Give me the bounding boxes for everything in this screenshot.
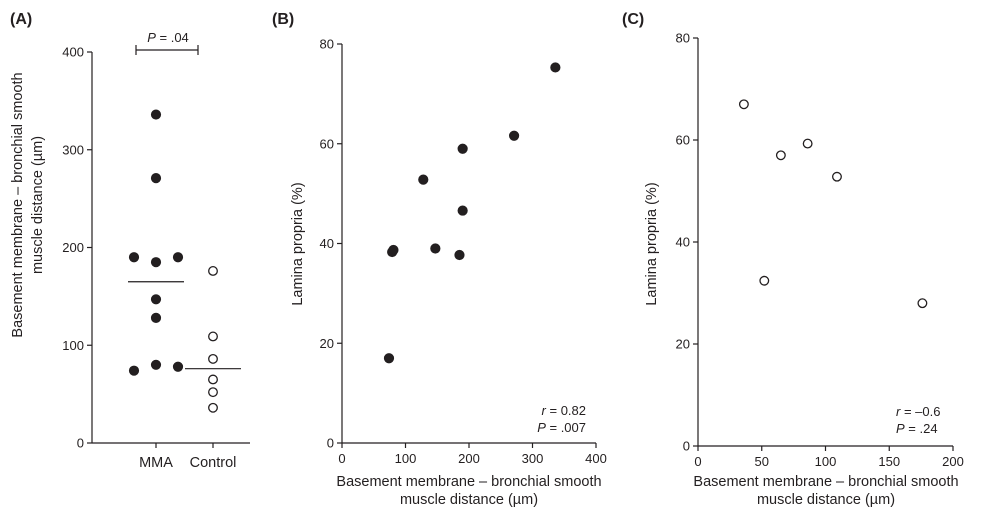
panel-b-r-annotation: r = 0.82 xyxy=(542,403,586,418)
panel-a-point-mma-3 xyxy=(172,252,184,263)
panel-a-points xyxy=(128,109,218,413)
panel-c-p-label: P xyxy=(896,421,905,436)
panel-c-x-ticks: 0 50 100 150 200 xyxy=(694,446,964,469)
panel-c-x-tick-label-0: 0 xyxy=(694,454,701,469)
panel-c-point-3 xyxy=(802,138,813,149)
panel-b-r-value: = 0.82 xyxy=(546,403,586,418)
panel-c-x-tick-label-4: 200 xyxy=(942,454,964,469)
panel-b-point-9 xyxy=(550,62,561,73)
panel-c-y-title: Lamina propria (%) xyxy=(644,182,660,305)
panel-c-r-annotation: r = –0.6 xyxy=(896,404,940,419)
panel-b-x-title-line2: muscle distance (µm) xyxy=(400,492,538,508)
panel-b-point-8 xyxy=(508,130,520,141)
panel-c-point-4 xyxy=(832,171,842,182)
panel-c-y-tick-label-4: 80 xyxy=(676,31,690,46)
panel-b-points xyxy=(383,62,561,364)
panel-b-p-value: = .007 xyxy=(546,420,586,435)
panel-c-point-2 xyxy=(775,150,786,161)
panel-c-r-value: = –0.6 xyxy=(900,404,940,419)
panel-a-y-tick-label-1: 100 xyxy=(62,338,84,353)
panel-a-y-tick-label-3: 300 xyxy=(62,142,84,157)
panel-a-y-tick-label-0: 0 xyxy=(77,436,84,451)
panel-a-point-mma-5 xyxy=(150,294,162,305)
panel-b-x-tick-label-0: 0 xyxy=(338,451,345,466)
panel-b-x-tick-label-1: 100 xyxy=(395,451,417,466)
panel-c: (C) 0 20 40 60 80 0 50 100 150 200 Lamina propri… xyxy=(622,11,964,508)
panel-b-y-title: Lamina propria (%) xyxy=(290,182,306,305)
panel-c-x-title-line2: muscle distance (µm) xyxy=(757,492,895,508)
panel-a-point-control-0 xyxy=(208,266,218,276)
panel-a-point-mma-1 xyxy=(150,172,162,184)
panel-b-p-label: P xyxy=(537,420,546,435)
panel-b-r-label: r xyxy=(542,403,547,418)
panel-a-significance: P = .04 xyxy=(135,30,199,55)
panel-a-point-control-3 xyxy=(208,374,218,385)
panel-b-x-tick-label-4: 400 xyxy=(585,451,607,466)
panel-c-x-tick-label-3: 150 xyxy=(878,454,900,469)
panel-b-x-ticks: 0 100 200 300 400 xyxy=(338,443,607,466)
panel-b-point-6 xyxy=(457,143,468,154)
panel-a-p-annotation: P = .04 xyxy=(147,30,189,45)
panel-b-label: (B) xyxy=(272,11,294,28)
panel-c-point-5 xyxy=(917,298,928,309)
panel-b-point-3 xyxy=(418,174,429,185)
panel-a: (A) 0 100 200 300 400 MMA Control Basement me… xyxy=(10,11,250,471)
panel-b-y-tick-label-0: 0 xyxy=(327,436,334,451)
panel-c-point-1 xyxy=(759,275,770,286)
panel-a-point-control-2 xyxy=(208,353,218,364)
panel-b-point-4 xyxy=(430,243,441,254)
panel-a-y-tick-label-2: 200 xyxy=(62,240,84,255)
panel-a-y-ticks: 0 100 200 300 400 xyxy=(62,45,92,451)
panel-a-label: (A) xyxy=(10,11,32,28)
panel-c-p-value: = .24 xyxy=(905,421,938,436)
panel-a-point-control-5 xyxy=(208,402,218,413)
panel-c-y-tick-label-1: 20 xyxy=(676,337,690,352)
panel-b-point-5 xyxy=(454,249,465,261)
panel-a-point-control-1 xyxy=(208,331,218,342)
panel-b-p-annotation: P = .007 xyxy=(537,420,586,435)
panel-c-x-tick-label-2: 100 xyxy=(815,454,837,469)
panel-a-point-mma-2 xyxy=(128,252,140,263)
panel-b-x-tick-label-3: 300 xyxy=(522,451,544,466)
panel-c-point-0 xyxy=(738,99,749,110)
panel-c-points xyxy=(738,99,928,309)
panel-a-p-label: P xyxy=(147,30,156,45)
panel-b-x-tick-label-2: 200 xyxy=(458,451,480,466)
panel-a-p-value: = .04 xyxy=(156,30,189,45)
panel-c-label: (C) xyxy=(622,11,644,28)
panel-a-point-mma-9 xyxy=(128,365,140,376)
panel-c-p-annotation: P = .24 xyxy=(896,421,938,436)
panel-a-point-mma-6 xyxy=(150,312,162,323)
panel-c-x-title-line1: Basement membrane – bronchial smooth xyxy=(693,474,958,490)
panel-b-y-tick-label-3: 60 xyxy=(320,136,334,151)
panel-a-x-categories: MMA Control xyxy=(139,443,236,471)
panel-c-r-label: r xyxy=(896,404,901,419)
panel-a-y-tick-label-4: 400 xyxy=(62,45,84,60)
panel-a-point-mma-8 xyxy=(172,361,184,372)
panel-a-point-mma-0 xyxy=(150,109,162,120)
panel-a-category-label-1: Control xyxy=(190,455,237,471)
panel-a-medians xyxy=(128,281,241,370)
panel-b-y-tick-label-2: 40 xyxy=(320,236,334,251)
panel-b-y-ticks: 0 20 40 60 80 xyxy=(320,37,342,451)
panel-b-x-title-line1: Basement membrane – bronchial smooth xyxy=(336,474,601,490)
panel-b: (B) 0 20 40 60 80 0 100 200 300 400 Lamina propr… xyxy=(272,11,607,508)
panel-c-y-tick-label-2: 40 xyxy=(676,235,690,250)
panel-b-y-tick-label-4: 80 xyxy=(320,37,334,52)
panel-a-point-mma-7 xyxy=(150,359,162,370)
panel-a-y-title-line2: muscle distance (µm) xyxy=(30,136,46,274)
panel-c-y-tick-label-0: 0 xyxy=(683,439,690,454)
panel-c-y-tick-label-3: 60 xyxy=(676,133,690,148)
panel-b-point-0 xyxy=(383,353,395,364)
panel-c-y-ticks: 0 20 40 60 80 xyxy=(676,31,698,454)
panel-a-category-label-0: MMA xyxy=(139,455,173,471)
panel-b-point-2 xyxy=(388,244,399,256)
panel-a-point-mma-4 xyxy=(150,257,162,268)
panel-c-x-tick-label-1: 50 xyxy=(755,454,769,469)
panel-b-y-tick-label-1: 20 xyxy=(320,336,334,351)
panel-b-point-7 xyxy=(457,205,468,216)
panel-a-point-control-4 xyxy=(208,387,218,398)
panel-a-y-title-line1: Basement membrane – bronchial smooth xyxy=(10,72,26,337)
